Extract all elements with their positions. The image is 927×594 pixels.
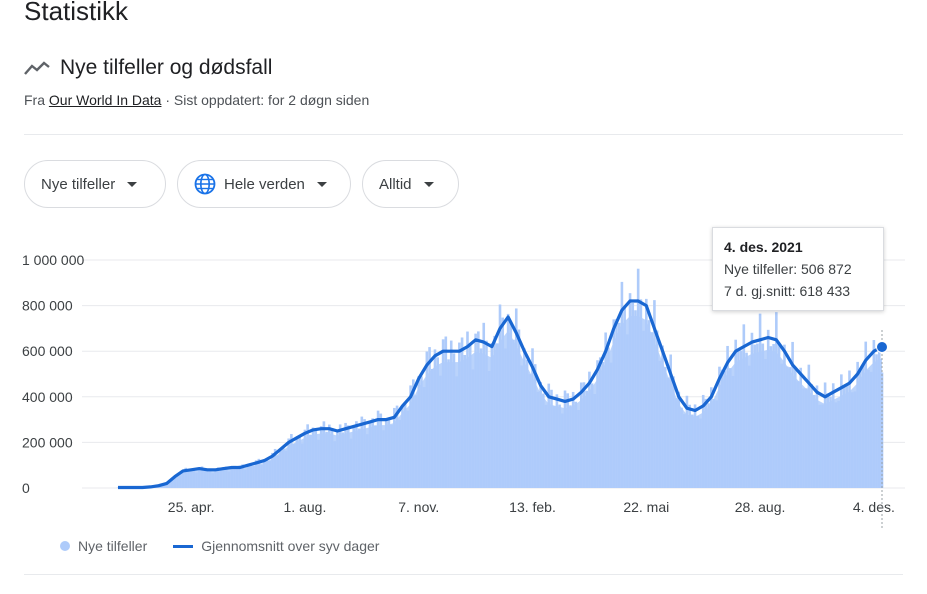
section-title: Nye tilfeller og dødsfall — [60, 56, 273, 79]
x-tick-label: 1. aug. — [284, 499, 327, 515]
y-tick-label: 400 000 — [22, 389, 73, 405]
chevron-down-icon — [316, 181, 327, 187]
trending-icon — [24, 61, 50, 75]
x-tick-label: 22. mai — [623, 499, 669, 515]
region-dropdown[interactable]: Hele verden — [177, 160, 351, 208]
chevron-down-icon — [127, 181, 138, 187]
top-divider — [24, 134, 903, 135]
x-tick-label: 4. des. — [853, 499, 895, 515]
bottom-divider — [24, 574, 903, 575]
legend-line-swatch — [173, 544, 194, 548]
page-title: Statistikk — [24, 0, 129, 26]
y-tick-label: 200 000 — [22, 434, 73, 450]
legend-bars-label: Nye tilfeller — [78, 538, 148, 554]
metric-dropdown[interactable]: Nye tilfeller — [24, 160, 166, 208]
period-dropdown[interactable]: Alltid — [362, 160, 459, 208]
y-tick-label: 600 000 — [22, 343, 73, 359]
metric-dropdown-label: Nye tilfeller — [41, 175, 116, 193]
average-line — [118, 299, 883, 490]
y-tick-label: 0 — [22, 480, 30, 496]
source-link[interactable]: Our World In Data — [48, 92, 162, 108]
tooltip-cases: Nye tilfeller: 506 872 — [724, 261, 852, 277]
legend-bars-swatch — [60, 541, 70, 551]
x-tick-label: 28. aug. — [735, 499, 786, 515]
x-tick-label: 25. apr. — [168, 499, 215, 515]
x-tick-label: 7. nov. — [398, 499, 439, 515]
tooltip-date: 4. des. 2021 — [724, 239, 803, 255]
chart-legend: Nye tilfeller Gjennomsnitt over syv dage… — [60, 538, 379, 554]
cases-area — [118, 316, 882, 488]
globe-icon — [194, 173, 216, 195]
cases-chart[interactable]: 0 200 000 400 000 600 000 800 000 1 000 000 25… — [0, 220, 927, 530]
y-tick-label: 800 000 — [22, 298, 73, 314]
chart-tooltip: 4. des. 2021 Nye tilfeller: 506 872 7 d.… — [712, 227, 884, 311]
region-dropdown-label: Hele verden — [224, 175, 305, 193]
source-prefix: Fra — [24, 92, 49, 108]
source-line: Fra Our World In Data · Sist oppdatert: … — [24, 92, 369, 108]
y-tick-label: 1 000 000 — [22, 252, 84, 268]
chevron-down-icon — [423, 181, 434, 187]
section-header: Nye tilfeller og dødsfall — [24, 56, 272, 80]
x-tick-label: 13. feb. — [509, 499, 556, 515]
legend-line-label: Gjennomsnitt over syv dager — [201, 538, 380, 554]
hover-point — [876, 340, 888, 353]
period-dropdown-label: Alltid — [379, 175, 412, 193]
updated-text: · Sist oppdatert: for 2 døgn siden — [161, 92, 370, 108]
tooltip-average: 7 d. gj.snitt: 618 433 — [724, 283, 851, 299]
